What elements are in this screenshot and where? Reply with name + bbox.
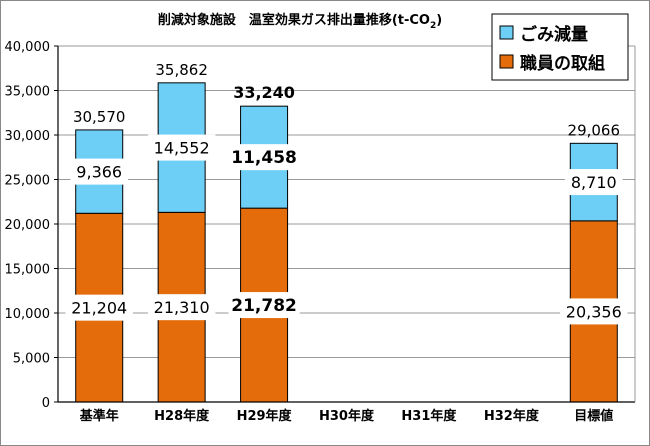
y-tick-label: 20,000	[5, 218, 51, 233]
legend-label: 職員の取組	[520, 53, 605, 74]
data-label: 21,310	[154, 298, 210, 317]
chart-title: 削減対象施設 温室効果ガス排出量推移(t-CO2)	[158, 12, 442, 31]
data-label: 21,782	[231, 296, 297, 316]
legend-swatch	[499, 54, 514, 69]
data-label: 9,366	[76, 163, 122, 182]
x-tick-label: H29年度	[237, 408, 293, 424]
y-tick-label: 30,000	[5, 129, 51, 144]
y-tick-label: 5,000	[13, 352, 50, 367]
data-label-box	[560, 298, 628, 325]
y-tick-label: 40,000	[5, 40, 51, 55]
total-label: 35,862	[155, 61, 208, 79]
data-label: 14,552	[154, 139, 210, 158]
x-tick-label: 基準年	[79, 408, 119, 424]
data-label: 8,710	[571, 173, 617, 192]
data-label-box	[228, 292, 300, 319]
plot-area: 0 5,000 10,000 15,000 20,000 25,000 30,000 35,0…	[5, 40, 636, 424]
data-label: 20,356	[566, 302, 622, 321]
y-tick-label: 15,000	[5, 263, 51, 278]
data-label-box	[147, 134, 216, 161]
x-tick-label: H30年度	[319, 408, 375, 424]
legend-swatch	[499, 25, 514, 40]
data-label-box	[65, 294, 133, 321]
data-label-box	[564, 169, 623, 196]
y-tick-label: 0	[42, 396, 50, 411]
chart-title-subscript: 2	[430, 21, 436, 31]
x-tick-label: 目標値	[574, 408, 613, 424]
y-tick-label: 10,000	[5, 307, 51, 322]
y-tick-label: 25,000	[5, 174, 51, 189]
x-tick-label: H31年度	[401, 408, 457, 424]
data-label-box	[228, 144, 300, 171]
data-label: 21,204	[71, 299, 127, 318]
data-label-box	[147, 294, 216, 321]
legend-box	[491, 13, 629, 81]
total-label: 30,570	[73, 108, 126, 126]
x-tick-label: H32年度	[484, 408, 540, 424]
legend-label: ごみ減量	[520, 24, 588, 45]
x-tick-label: H28年度	[154, 408, 210, 424]
total-label: 29,066	[568, 121, 621, 139]
data-label-box	[70, 158, 129, 185]
y-tick-label: 35,000	[5, 85, 51, 100]
total-label: 33,240	[233, 83, 295, 102]
data-label: 11,458	[231, 148, 297, 168]
